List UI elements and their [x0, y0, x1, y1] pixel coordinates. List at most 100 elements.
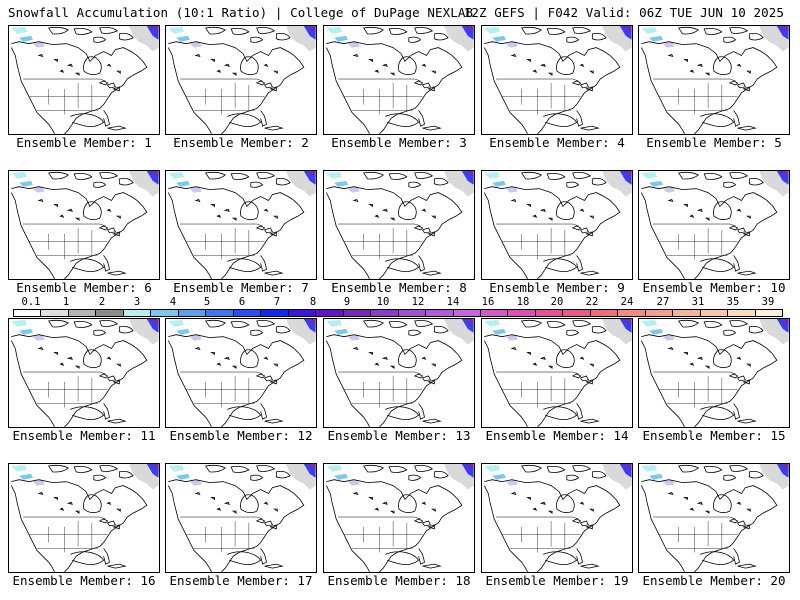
- colorbar-swatch: [618, 310, 646, 316]
- north-america-map: [167, 26, 316, 134]
- ensemble-map-panel: [481, 170, 633, 280]
- colorbar-swatch: [151, 310, 179, 316]
- colorbar-tick-label: 35: [726, 296, 740, 308]
- colorbar-swatch: [288, 310, 317, 316]
- colorbar-tick-label: 3: [133, 296, 141, 308]
- colorbar-labels: 0.1 1 2 3 4 5 6 7 8 9 10 12 14 16 18 20 22 24 27 31 35 39: [0, 297, 800, 309]
- colorbar-tick-label: 1: [62, 296, 70, 308]
- ensemble-member-label: Ensemble Member: 9: [489, 280, 625, 295]
- ensemble-member-label: Ensemble Member: 13: [327, 428, 471, 443]
- colorbar-tick-label: 10: [376, 296, 390, 308]
- colorbar-swatch: [343, 310, 372, 316]
- colorbar-tick-label: 0.1: [21, 296, 41, 308]
- north-america-map: [640, 464, 789, 572]
- north-america-map: [167, 464, 316, 572]
- colorbar-swatch: [316, 310, 344, 316]
- ensemble-map-panel: [165, 318, 317, 428]
- ensemble-map-panel: [8, 170, 160, 280]
- colorbar-swatch: [123, 310, 152, 316]
- colorbar-swatch: [563, 310, 591, 316]
- ensemble-map-panel: [638, 25, 790, 135]
- ensemble-map-panel: [638, 170, 790, 280]
- north-america-map: [325, 319, 474, 427]
- north-america-map: [10, 464, 159, 572]
- ensemble-member-label: Ensemble Member: 1: [16, 135, 152, 150]
- ensemble-member-label: Ensemble Member: 16: [12, 573, 156, 588]
- north-america-map: [10, 26, 159, 134]
- colorbar-swatch: [426, 310, 454, 316]
- product-title: Snowfall Accumulation (10:1 Ratio) | Col…: [8, 5, 474, 20]
- ensemble-member-label: Ensemble Member: 14: [485, 428, 629, 443]
- colorbar-swatch: [590, 310, 619, 316]
- colorbar-swatch: [398, 310, 427, 316]
- colorbar-swatch: [755, 310, 783, 316]
- north-america-map: [483, 171, 632, 279]
- ensemble-member-label: Ensemble Member: 5: [646, 135, 782, 150]
- colorbar-tick-label: 39: [761, 296, 775, 308]
- colorbar-tick-label: 31: [691, 296, 705, 308]
- north-america-map: [10, 319, 159, 427]
- colorbar-tick-label: 2: [98, 296, 106, 308]
- colorbar-swatch: [728, 310, 756, 316]
- colorbar-tick-label: 14: [446, 296, 460, 308]
- north-america-map: [167, 319, 316, 427]
- north-america-map: [483, 26, 632, 134]
- model-valid-time: 12Z GEFS | F042 Valid: 06Z TUE JUN 10 20…: [463, 5, 784, 20]
- ensemble-member-label: Ensemble Member: 2: [173, 135, 309, 150]
- colorbar-tick-label: 18: [516, 296, 530, 308]
- ensemble-member-label: Ensemble Member: 8: [331, 280, 467, 295]
- ensemble-map-panel: [165, 463, 317, 573]
- colorbar-swatch: [535, 310, 564, 316]
- north-america-map: [325, 26, 474, 134]
- colorbar-tick-label: 22: [585, 296, 599, 308]
- ensemble-map-panel: [165, 170, 317, 280]
- colorbar-swatch: [480, 310, 509, 316]
- ensemble-member-label: Ensemble Member: 4: [489, 135, 625, 150]
- colorbar-tick-label: 5: [203, 296, 211, 308]
- ensemble-member-label: Ensemble Member: 20: [642, 573, 786, 588]
- colorbar-swatch: [178, 310, 207, 316]
- colorbar-tick-label: 6: [238, 296, 246, 308]
- ensemble-map-panel: [323, 318, 475, 428]
- colorbar-swatch: [261, 310, 289, 316]
- ensemble-member-label: Ensemble Member: 19: [485, 573, 629, 588]
- colorbar-tick-label: 20: [550, 296, 564, 308]
- ensemble-map-panel: [165, 25, 317, 135]
- colorbar-swatch: [673, 310, 701, 316]
- north-america-map: [167, 171, 316, 279]
- colorbar-swatch: [453, 310, 481, 316]
- ensemble-member-label: Ensemble Member: 15: [642, 428, 786, 443]
- ensemble-map-panel: [481, 25, 633, 135]
- ensemble-map-panel: [638, 318, 790, 428]
- ensemble-map-panel: [323, 170, 475, 280]
- north-america-map: [483, 319, 632, 427]
- ensemble-member-label: Ensemble Member: 17: [169, 573, 313, 588]
- colorbar-tick-label: 27: [656, 296, 670, 308]
- colorbar-swatch: [700, 310, 729, 316]
- ensemble-member-label: Ensemble Member: 3: [331, 135, 467, 150]
- colorbar-swatch: [645, 310, 674, 316]
- north-america-map: [10, 171, 159, 279]
- colorbar-swatch: [508, 310, 536, 316]
- north-america-map: [640, 319, 789, 427]
- ensemble-map-panel: [8, 25, 160, 135]
- colorbar-tick-label: 12: [411, 296, 425, 308]
- colorbar-swatch: [233, 310, 262, 316]
- ensemble-member-label: Ensemble Member: 12: [169, 428, 313, 443]
- colorbar-tick-label: 7: [273, 296, 281, 308]
- ensemble-map-panel: [323, 25, 475, 135]
- colorbar-swatch: [206, 310, 234, 316]
- ensemble-member-label: Ensemble Member: 18: [327, 573, 471, 588]
- ensemble-map-panel: [323, 463, 475, 573]
- ensemble-map-panel: [638, 463, 790, 573]
- north-america-map: [640, 26, 789, 134]
- ensemble-member-label: Ensemble Member: 6: [16, 280, 152, 295]
- snowfall-colorbar: [13, 309, 783, 317]
- ensemble-member-label: Ensemble Member: 10: [642, 280, 786, 295]
- ensemble-member-label: Ensemble Member: 7: [173, 280, 309, 295]
- colorbar-swatch: [96, 310, 124, 316]
- ensemble-map-panel: [481, 463, 633, 573]
- ensemble-map-panel: [8, 318, 160, 428]
- north-america-map: [325, 464, 474, 572]
- colorbar-swatch: [68, 310, 97, 316]
